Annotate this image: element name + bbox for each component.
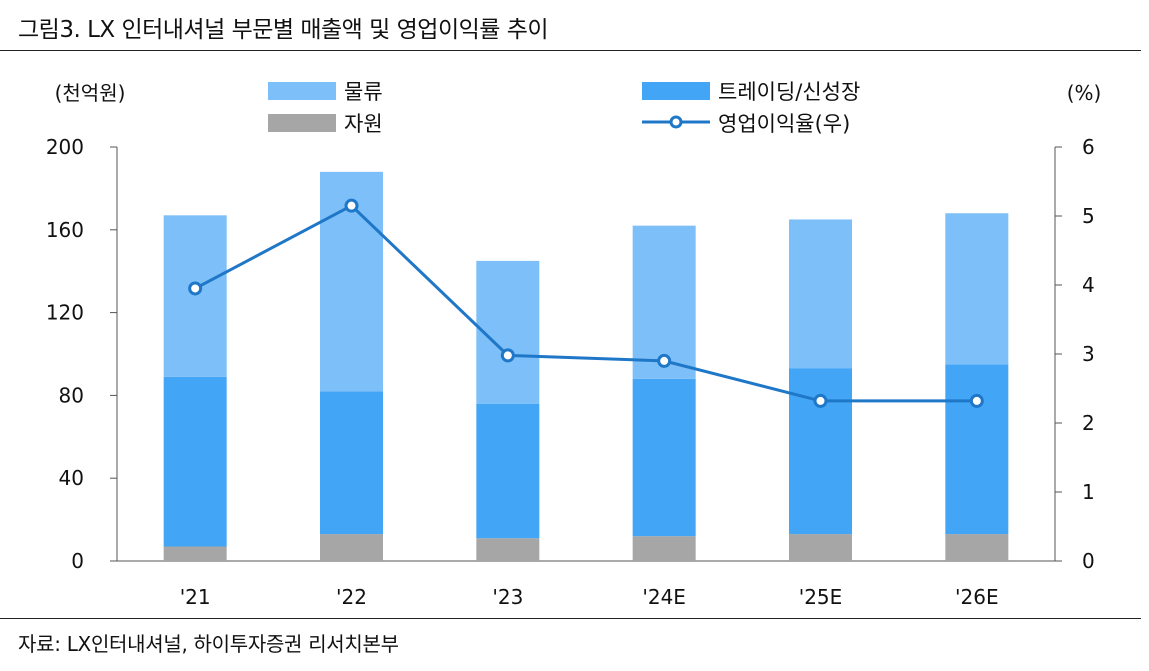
x-tick-label: '22	[336, 585, 367, 609]
left-tick-label: 80	[59, 383, 84, 407]
legend-label-logistics: 물류	[344, 80, 383, 104]
right-tick-label: 4	[1082, 273, 1095, 297]
right-tick-label: 3	[1082, 342, 1095, 366]
legend-swatch-resources	[268, 114, 336, 132]
legend-swatch-trading	[642, 82, 710, 100]
margin-point	[813, 393, 828, 408]
left-tick-label: 160	[46, 218, 84, 242]
stacked-bar-line-chart: (천억원) (%) 물류 자원 트레이딩/신성장 영업이익율(우) 040801…	[46, 80, 1102, 609]
bar-segment	[632, 225, 696, 379]
x-tick-label: '25E	[799, 585, 843, 609]
chart-title: 그림3. LX 인터내셔널 부문별 매출액 및 영업이익률 추이	[18, 17, 549, 43]
bar-segment	[945, 213, 1009, 365]
left-tick-label: 0	[71, 549, 84, 573]
legend-label-trading: 트레이딩/신성장	[718, 80, 860, 104]
margin-line	[194, 203, 977, 403]
bar-segment	[163, 376, 227, 547]
right-tick-label: 0	[1082, 549, 1095, 573]
bar-segment	[320, 534, 383, 561]
left-tick-label: 120	[46, 301, 84, 325]
bar-segment	[789, 219, 852, 369]
title-divider	[0, 50, 1141, 51]
margin-point	[500, 348, 515, 363]
right-tick-label: 2	[1082, 411, 1095, 435]
bar-segment	[632, 536, 696, 561]
x-tick-label: '24E	[642, 585, 686, 609]
margin-point	[657, 353, 672, 368]
legend-marker-margin	[669, 115, 683, 129]
source-divider	[0, 618, 1141, 619]
right-tick-label: 6	[1082, 135, 1095, 159]
x-tick-label: '21	[180, 585, 211, 609]
margin-point	[969, 393, 984, 408]
bar-segment	[163, 215, 227, 377]
bar-segment	[476, 260, 540, 404]
bar-segment	[945, 534, 1009, 561]
bar-segment	[320, 391, 383, 535]
right-axis-label: (%)	[1067, 81, 1102, 105]
x-tick-label: '23	[492, 585, 523, 609]
right-tick-label: 5	[1082, 204, 1095, 228]
left-axis-label: (천억원)	[55, 81, 126, 105]
left-tick-label: 40	[59, 466, 84, 490]
bar-segment	[789, 368, 852, 535]
right-tick-label: 1	[1082, 480, 1095, 504]
legend-label-margin: 영업이익율(우)	[718, 112, 850, 136]
bar-segment	[476, 403, 540, 539]
x-tick-label: '26E	[955, 585, 999, 609]
bar-segment	[945, 364, 1009, 535]
bar-segment	[632, 378, 696, 537]
bar-segment	[163, 546, 227, 561]
left-tick-label: 200	[46, 135, 84, 159]
legend-label-resources: 자원	[344, 112, 383, 136]
bar-segment	[789, 534, 852, 561]
legend-swatch-logistics	[268, 82, 336, 100]
margin-point	[344, 198, 359, 213]
margin-point	[188, 281, 203, 296]
bar-segment	[476, 538, 540, 561]
source-note: 자료: LX인터내셔널, 하이투자증권 리서치본부	[18, 632, 399, 656]
